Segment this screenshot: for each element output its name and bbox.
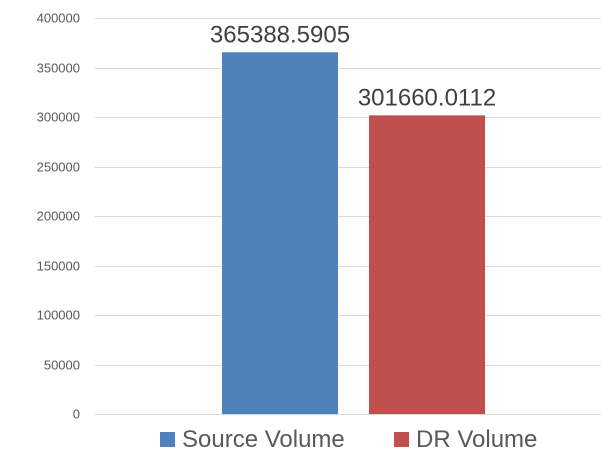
y-tick-label: 350000 xyxy=(37,61,80,76)
y-tick-label: 200000 xyxy=(37,209,80,224)
y-axis-tick-labels: 0 50000 100000 150000 200000 250000 300000 3500… xyxy=(37,11,80,422)
y-tick-label: 100000 xyxy=(37,308,80,323)
bar-dr-volume xyxy=(369,115,485,414)
legend-swatch xyxy=(394,432,409,447)
bars xyxy=(222,52,485,415)
y-tick-label: 50000 xyxy=(44,358,80,373)
data-label: 301660.0112 xyxy=(358,84,496,111)
legend-swatch xyxy=(160,432,175,447)
bar-source-volume xyxy=(222,52,338,415)
legend-label: DR Volume xyxy=(416,426,537,453)
y-tick-label: 250000 xyxy=(37,160,80,175)
data-labels: 365388.5905 301660.0112 xyxy=(210,21,496,111)
y-tick-label: 0 xyxy=(73,407,80,422)
y-tick-label: 150000 xyxy=(37,259,80,274)
legend-label: Source Volume xyxy=(182,426,345,453)
y-tick-label: 300000 xyxy=(37,110,80,125)
data-label: 365388.5905 xyxy=(210,21,350,48)
y-tick-label: 400000 xyxy=(37,11,80,26)
legend: Source Volume DR Volume xyxy=(160,426,537,453)
gridlines xyxy=(95,18,601,415)
